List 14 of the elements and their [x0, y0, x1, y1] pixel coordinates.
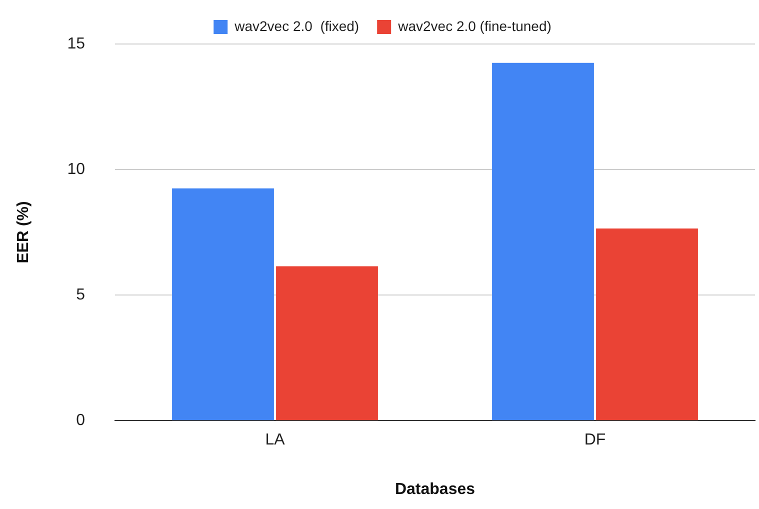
y-tick-label: 5 [76, 286, 86, 304]
legend-label: wav2vec 2.0 (fixed) [234, 18, 360, 34]
y-tick-label: 0 [76, 412, 86, 430]
bar [596, 228, 698, 420]
bar [492, 62, 594, 420]
x-tick-label: LA [265, 432, 286, 449]
x-tick-label: DF [584, 432, 606, 449]
y-axis-title: EER (%) [15, 201, 32, 264]
legend-label: wav2vec 2.0 (fine-tuned) [397, 18, 552, 34]
x-axis-title: Databases [394, 480, 476, 498]
bar [276, 266, 378, 420]
y-tick-label: 15 [67, 35, 86, 52]
y-tick-label: 10 [67, 160, 86, 178]
bar [172, 188, 274, 420]
